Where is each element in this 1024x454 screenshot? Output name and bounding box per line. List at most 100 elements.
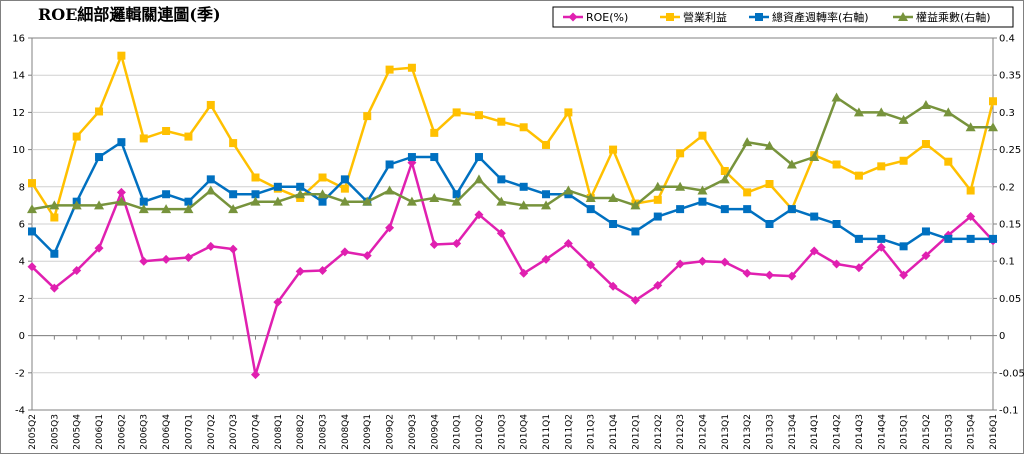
y-left-tick-label: 6 [19, 220, 25, 231]
data-point [854, 263, 864, 273]
data-point [49, 283, 59, 293]
data-point [831, 92, 842, 102]
x-tick-label: 2012Q1 [631, 414, 641, 450]
x-tick-label: 2013Q2 [743, 414, 753, 450]
data-point [473, 174, 484, 184]
data-point [585, 192, 596, 202]
x-tick-label: 2014Q1 [810, 414, 820, 450]
data-point [452, 190, 461, 199]
data-point [519, 123, 528, 132]
legend-swatch-marker [666, 13, 674, 21]
x-tick-label: 2008Q4 [341, 414, 351, 450]
x-tick-label: 2005Q3 [50, 414, 60, 450]
data-point [272, 196, 283, 206]
data-point [921, 251, 931, 261]
data-point [474, 210, 484, 220]
data-point [362, 196, 373, 206]
data-point [765, 180, 774, 189]
data-point [117, 51, 126, 60]
series-line [31, 96, 993, 211]
data-point [497, 175, 506, 184]
data-point [451, 196, 462, 206]
data-point [989, 234, 997, 243]
data-point [697, 185, 708, 195]
x-tick-label: 2014Q3 [855, 414, 865, 450]
data-point [117, 138, 126, 147]
y-right-tick-label: -0.05 [999, 368, 1024, 379]
x-tick-label: 2010Q1 [453, 414, 463, 450]
data-point [94, 200, 105, 210]
data-point [116, 187, 126, 197]
data-point [27, 204, 37, 214]
data-point [921, 227, 930, 236]
data-point [564, 108, 573, 117]
x-tick-label: 2010Q2 [475, 414, 485, 450]
data-point [385, 160, 394, 169]
data-point [630, 200, 641, 210]
data-point [116, 196, 127, 206]
x-tick-label: 2008Q3 [319, 414, 329, 450]
data-point [743, 188, 752, 197]
data-point [764, 140, 775, 150]
y-left-tick-label: 4 [19, 257, 25, 268]
data-point [50, 213, 59, 222]
data-point [630, 295, 640, 305]
data-point [787, 205, 796, 214]
data-point [273, 182, 282, 191]
data-point [184, 197, 193, 206]
data-point [765, 220, 774, 228]
data-point [899, 242, 908, 251]
data-point [162, 190, 171, 199]
data-point [609, 145, 618, 154]
data-point [675, 259, 685, 269]
data-point [832, 220, 841, 228]
data-point [251, 190, 260, 199]
data-point [697, 256, 707, 266]
data-point [765, 270, 775, 280]
data-point [609, 220, 618, 228]
data-point [877, 162, 886, 171]
data-point [340, 175, 349, 184]
data-point [966, 234, 975, 243]
data-point [340, 247, 350, 257]
y-right-tick-label: 0.05 [999, 294, 1021, 305]
y-left-tick-label: -2 [15, 368, 25, 379]
y-left-tick-label: 0 [19, 331, 25, 342]
x-tick-label: 2010Q3 [497, 414, 507, 450]
data-point [72, 266, 82, 275]
data-point [385, 223, 395, 233]
data-point [809, 246, 819, 256]
data-point [542, 140, 551, 149]
data-point [296, 182, 305, 191]
data-point [318, 266, 328, 275]
legend-swatch-marker [568, 12, 578, 22]
data-point [899, 270, 909, 280]
data-point [698, 131, 707, 140]
data-point [71, 200, 82, 210]
data-point [563, 185, 574, 195]
data-point [94, 243, 104, 253]
data-point [810, 212, 819, 221]
x-tick-label: 2007Q2 [207, 414, 217, 450]
legend-entry: 權益乘數(右軸) [916, 10, 991, 24]
data-point [966, 212, 976, 222]
y-right-tick-label: 0 [999, 331, 1005, 342]
data-point [586, 260, 596, 270]
data-point [250, 196, 261, 206]
x-tick-label: 2011Q2 [564, 414, 574, 450]
chart-title: ROE細部邏輯關連圖(季) [38, 5, 221, 24]
x-tick-label: 2015Q1 [900, 414, 910, 450]
data-point [251, 173, 260, 182]
data-point [228, 204, 239, 214]
x-tick-label: 2016Q1 [989, 414, 999, 450]
y-right-tick-label: 0.15 [999, 220, 1021, 231]
x-tick-label: 2013Q4 [788, 414, 798, 450]
x-tick-label: 2006Q4 [162, 414, 172, 450]
x-tick-label: 2008Q2 [296, 414, 306, 450]
data-point [608, 281, 618, 291]
y-right-tick-label: -0.1 [999, 406, 1019, 417]
data-point [183, 204, 194, 214]
data-point [653, 195, 662, 204]
y-left-tick-label: 14 [12, 71, 25, 82]
